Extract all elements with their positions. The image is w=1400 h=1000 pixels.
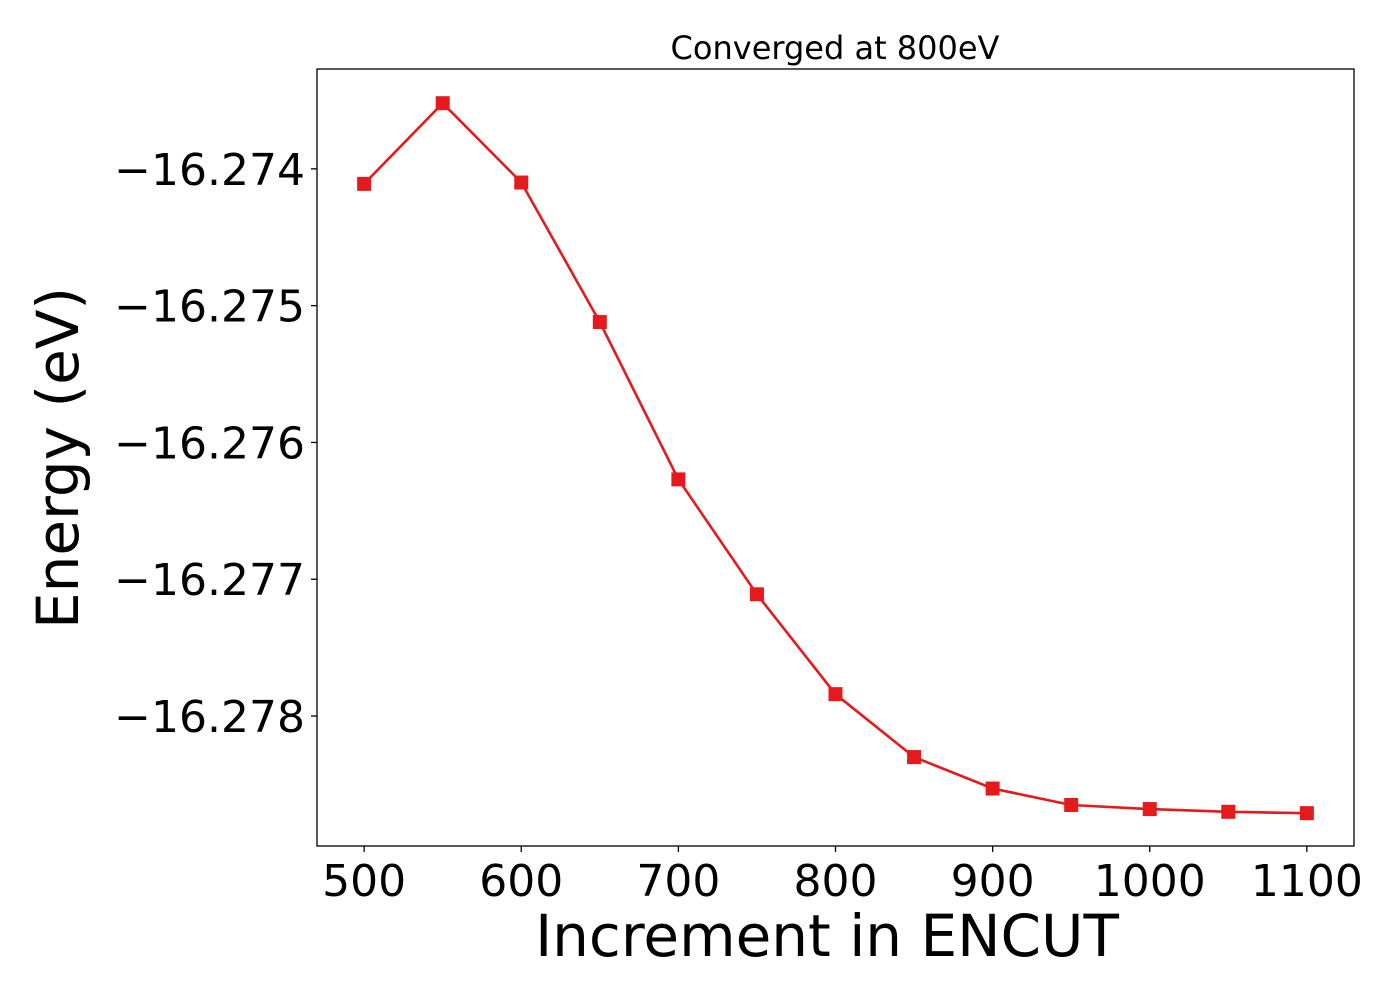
- x-tick-label: 1100: [1251, 856, 1363, 907]
- y-axis-label: Energy (eV): [24, 287, 92, 629]
- data-point: [828, 687, 843, 702]
- y-axis: −16.274 −16.275 −16.276 −16.277 −16.278: [114, 145, 317, 743]
- data-point: [1064, 797, 1079, 812]
- y-tick-label: −16.278: [114, 692, 305, 743]
- data-point: [671, 472, 686, 487]
- x-axis: 500 600 700 800 900 1000 1100: [322, 846, 1363, 907]
- data-point: [1221, 804, 1236, 819]
- data-point: [1299, 806, 1314, 821]
- data-point: [435, 96, 450, 111]
- chart-title: Converged at 800eV: [671, 29, 1000, 67]
- data-point: [907, 750, 922, 765]
- data-point: [985, 781, 1000, 796]
- y-tick-label: −16.277: [114, 555, 305, 606]
- x-tick-label: 500: [322, 856, 406, 907]
- y-tick-label: −16.275: [114, 282, 305, 333]
- data-point: [514, 175, 529, 190]
- x-tick-label: 700: [636, 856, 720, 907]
- x-axis-label: Increment in ENCUT: [535, 902, 1119, 970]
- x-tick-label: 600: [479, 856, 563, 907]
- data-point: [592, 315, 607, 330]
- x-tick-label: 1000: [1094, 856, 1206, 907]
- x-tick-label: 900: [951, 856, 1035, 907]
- y-tick-label: −16.274: [114, 145, 305, 196]
- series-layer: [357, 96, 1314, 821]
- x-tick-label: 800: [794, 856, 878, 907]
- y-tick-label: −16.276: [114, 418, 305, 469]
- data-point: [749, 587, 764, 602]
- data-point: [357, 176, 372, 191]
- data-point: [1142, 802, 1157, 817]
